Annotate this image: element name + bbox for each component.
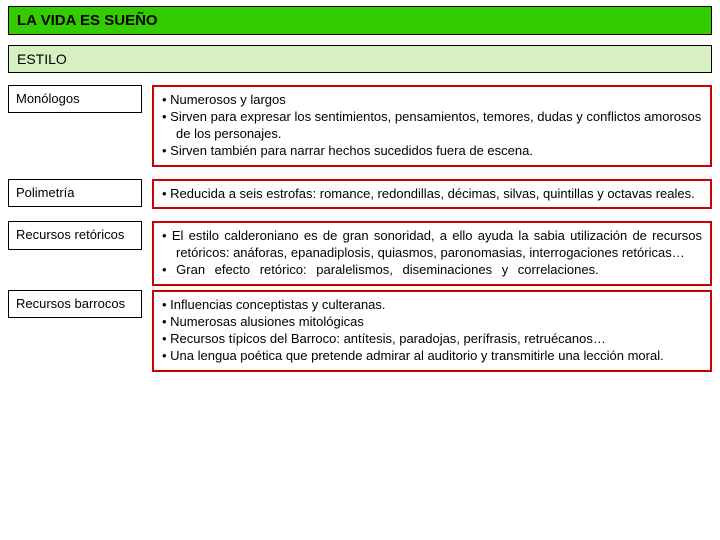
section-label: Polimetría (8, 179, 142, 207)
section-content: Numerosos y largosSirven para expresar l… (152, 85, 712, 167)
section-content: Reducida a seis estrofas: romance, redon… (152, 179, 712, 210)
list-item: Gran efecto retórico: paralelismos, dise… (162, 262, 702, 279)
list-item: Recursos típicos del Barroco: antítesis,… (162, 331, 702, 348)
list-item: El estilo calderoniano es de gran sonori… (162, 228, 702, 262)
list-item: Influencias conceptistas y culteranas. (162, 297, 702, 314)
bullet-list: El estilo calderoniano es de gran sonori… (158, 228, 702, 279)
list-item: Sirven también para narrar hechos sucedi… (162, 143, 702, 160)
section-label: Monólogos (8, 85, 142, 113)
section-row: Monólogos Numerosos y largosSirven para e… (8, 85, 712, 167)
section-row: Recursos retóricos El estilo calderoniano… (8, 221, 712, 286)
section-label: Recursos retóricos (8, 221, 142, 249)
subtitle-text: ESTILO (17, 51, 67, 67)
list-item: Sirven para expresar los sentimientos, p… (162, 109, 702, 143)
list-item: Numerosas alusiones mitológicas (162, 314, 702, 331)
section-row: Polimetría Reducida a seis estrofas: roma… (8, 179, 712, 210)
subtitle-bar: ESTILO (8, 45, 712, 73)
bullet-list: Numerosos y largosSirven para expresar l… (158, 92, 702, 160)
list-item: Una lengua poética que pretende admirar … (162, 348, 702, 365)
bullet-list: Influencias conceptistas y culteranas.Nu… (158, 297, 702, 365)
section-row: Recursos barrocos Influencias conceptista… (8, 290, 712, 372)
list-item: Reducida a seis estrofas: romance, redon… (162, 186, 702, 203)
bullet-list: Reducida a seis estrofas: romance, redon… (158, 186, 702, 203)
list-item: Numerosos y largos (162, 92, 702, 109)
section-label: Recursos barrocos (8, 290, 142, 318)
title-bar: LA VIDA ES SUEÑO (8, 6, 712, 35)
title-text: LA VIDA ES SUEÑO (17, 12, 158, 29)
section-content: Influencias conceptistas y culteranas.Nu… (152, 290, 712, 372)
section-content: El estilo calderoniano es de gran sonori… (152, 221, 712, 286)
